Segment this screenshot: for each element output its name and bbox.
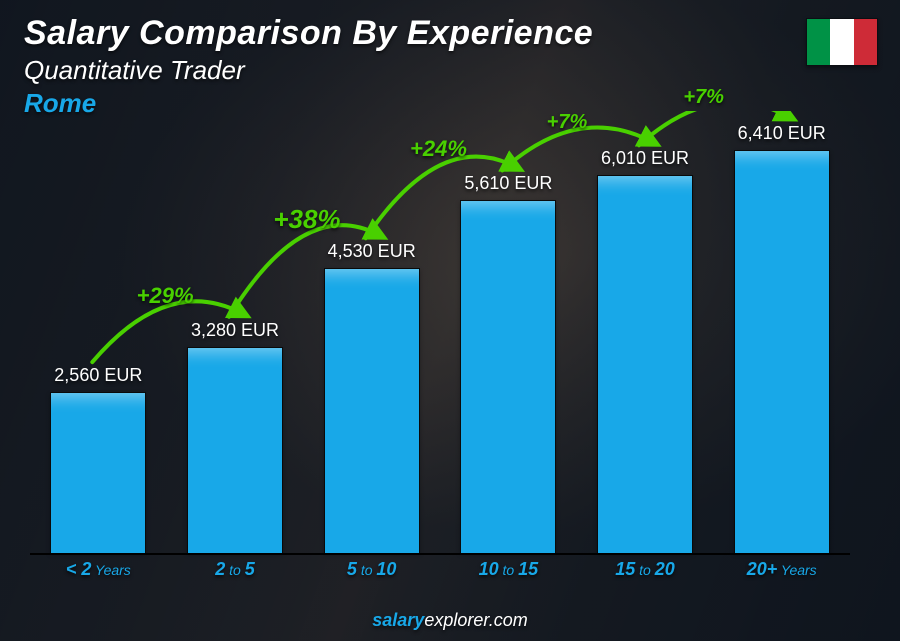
bar (597, 175, 693, 553)
increment-label: +7% (683, 86, 724, 109)
flag-stripe-red (854, 19, 877, 65)
job-title: Quantitative Trader (24, 55, 876, 86)
page-title: Salary Comparison By Experience (24, 14, 876, 53)
bar-value-label: 4,530 EUR (328, 241, 416, 262)
infographic-stage: Salary Comparison By Experience Quantita… (0, 0, 900, 641)
bar-value-label: 6,410 EUR (738, 123, 826, 144)
increment-label: +7% (547, 111, 588, 134)
bar (50, 392, 146, 553)
bars-container: 2,560 EUR 3,280 EUR 4,530 EUR 5,610 EUR 6,01… (30, 113, 850, 553)
bar (734, 150, 830, 553)
brand-prefix: salary (372, 610, 424, 630)
header: Salary Comparison By Experience Quantita… (24, 14, 876, 119)
brand-suffix: explorer (424, 610, 488, 630)
x-axis: < 2 Years2 to 55 to 1010 to 1515 to 2020… (30, 553, 850, 581)
footer-brand: salaryexplorer.com (0, 610, 900, 631)
x-axis-label: < 2 Years (30, 555, 167, 581)
flag-stripe-green (807, 19, 830, 65)
bar-value-label: 6,010 EUR (601, 148, 689, 169)
x-axis-label: 2 to 5 (167, 555, 304, 581)
brand-tld: .com (489, 610, 528, 630)
bar-slot: 2,560 EUR (30, 365, 167, 553)
increment-label: +24% (410, 136, 467, 162)
flag-stripe-white (830, 19, 853, 65)
bar-value-label: 2,560 EUR (54, 365, 142, 386)
increment-label: +29% (137, 283, 194, 309)
bar (460, 200, 556, 553)
country-flag-italy (806, 18, 878, 66)
bar-slot: 5,610 EUR (440, 173, 577, 553)
x-axis-label: 5 to 10 (303, 555, 440, 581)
x-axis-label: 20+ Years (713, 555, 850, 581)
x-axis-label: 10 to 15 (440, 555, 577, 581)
increment-label: +38% (273, 204, 340, 235)
bar-slot: 6,010 EUR (577, 148, 714, 553)
bar-value-label: 5,610 EUR (464, 173, 552, 194)
bar (187, 347, 283, 553)
bar-slot: 4,530 EUR (303, 241, 440, 553)
bar-chart: 2,560 EUR 3,280 EUR 4,530 EUR 5,610 EUR 6,01… (30, 111, 850, 581)
bar-slot: 6,410 EUR (713, 123, 850, 553)
bar-slot: 3,280 EUR (167, 320, 304, 553)
bar (324, 268, 420, 553)
bar-value-label: 3,280 EUR (191, 320, 279, 341)
x-axis-label: 15 to 20 (577, 555, 714, 581)
